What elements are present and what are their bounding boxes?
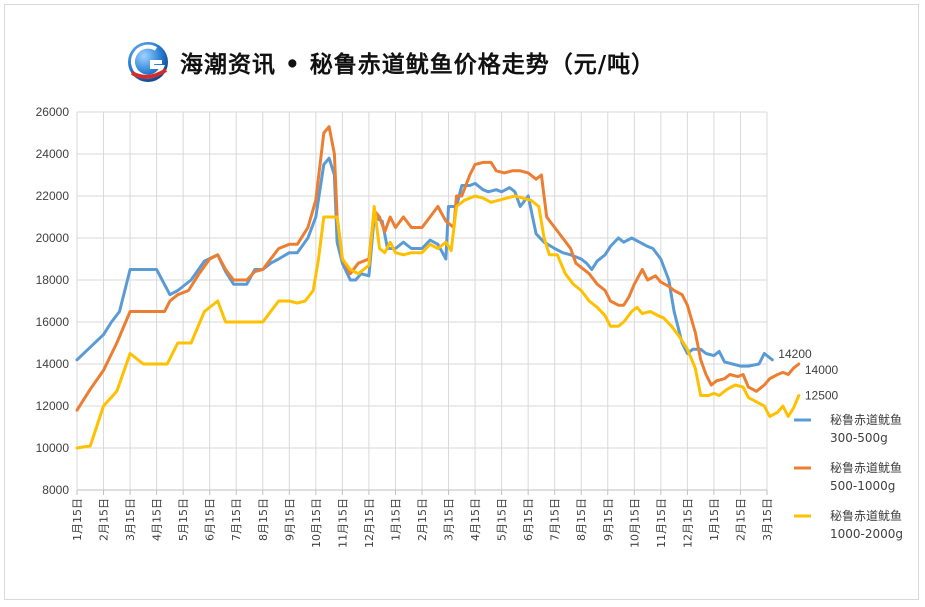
x-tick-label: 4月15日 xyxy=(151,498,164,541)
x-tick-label: 10月15日 xyxy=(310,498,323,548)
x-tick-label: 1月15日 xyxy=(389,498,402,541)
x-tick-label: 9月15日 xyxy=(602,498,615,541)
end-value-labels: 14200 14000 12500 xyxy=(778,347,838,403)
x-tick-label: 3月15日 xyxy=(124,498,137,541)
chart-grid xyxy=(76,111,768,495)
y-tick-label: 12000 xyxy=(36,399,70,413)
x-tick-label: 2月15日 xyxy=(98,498,111,541)
chart-legend: 秘鲁赤道鱿鱼 300-500g 秘鲁赤道鱿鱼 500-1000g 秘鲁赤道鱿鱼 1000-… xyxy=(794,412,903,541)
y-tick-label: 10000 xyxy=(36,441,70,455)
x-tick-label: 3月15日 xyxy=(761,498,774,541)
x-tick-label: 1月15日 xyxy=(71,498,84,541)
x-tick-label: 8月15日 xyxy=(257,498,270,541)
legend-label-size: 1000-2000g xyxy=(830,527,903,541)
x-tick-label: 4月15日 xyxy=(469,498,482,541)
series-line-3 xyxy=(75,194,801,450)
y-tick-label: 14000 xyxy=(36,357,70,371)
x-tick-label: 12月15日 xyxy=(363,498,376,548)
series-line-2 xyxy=(75,125,801,412)
series-lines xyxy=(75,125,801,450)
x-tick-label: 2月15日 xyxy=(416,498,429,541)
x-tick-label: 5月15日 xyxy=(496,498,509,541)
legend-label-size: 300-500g xyxy=(830,431,888,445)
x-tick-label: 7月15日 xyxy=(230,498,243,541)
chart-header: 海潮资讯 • 秘鲁赤道鱿鱼价格走势（元/吨） xyxy=(126,40,655,84)
x-tick-label: 9月15日 xyxy=(283,498,296,541)
x-tick-label: 6月15日 xyxy=(204,498,217,541)
chart-title: 海潮资讯 • 秘鲁赤道鱿鱼价格走势（元/吨） xyxy=(180,51,656,78)
y-tick-label: 22000 xyxy=(36,189,70,203)
series-line-1 xyxy=(75,156,774,368)
legend-label-name: 秘鲁赤道鱿鱼 xyxy=(830,460,902,475)
legend-label-size: 500-1000g xyxy=(830,479,895,493)
x-tick-label: 10月15日 xyxy=(628,498,641,548)
x-tick-label: 3月15日 xyxy=(443,498,456,541)
y-tick-label: 18000 xyxy=(36,273,70,287)
x-tick-label: 2月15日 xyxy=(734,498,747,541)
x-tick-label: 6月15日 xyxy=(522,498,535,541)
y-tick-label: 16000 xyxy=(36,315,70,329)
end-value-label: 14200 xyxy=(778,347,812,361)
x-tick-label: 7月15日 xyxy=(549,498,562,541)
y-tick-label: 20000 xyxy=(36,231,70,245)
y-tick-label: 26000 xyxy=(36,105,70,119)
x-tick-label: 12月15日 xyxy=(681,498,694,548)
x-axis-ticks: 1月15日 2月15日 3月15日 4月15日 5月15日 6月15日 7月15日 8月15日… xyxy=(71,498,774,548)
x-tick-label: 1月15日 xyxy=(708,498,721,541)
y-tick-label: 24000 xyxy=(36,147,70,161)
x-tick-label: 11月15日 xyxy=(655,498,668,548)
haichao-logo-icon xyxy=(128,42,168,82)
x-tick-label: 11月15日 xyxy=(336,498,349,548)
end-value-label: 12500 xyxy=(805,389,839,403)
end-value-label: 14000 xyxy=(805,363,839,377)
y-tick-label: 8000 xyxy=(42,483,69,497)
x-tick-label: 5月15日 xyxy=(177,498,190,541)
y-axis-ticks: 8000 10000 12000 14000 16000 18000 20000 22000 2… xyxy=(36,105,70,497)
legend-label-name: 秘鲁赤道鱿鱼 xyxy=(830,508,902,523)
legend-label-name: 秘鲁赤道鱿鱼 xyxy=(830,412,902,427)
x-tick-label: 8月15日 xyxy=(575,498,588,541)
